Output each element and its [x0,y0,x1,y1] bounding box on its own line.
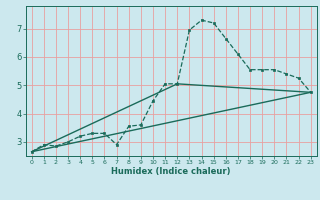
X-axis label: Humidex (Indice chaleur): Humidex (Indice chaleur) [111,167,231,176]
